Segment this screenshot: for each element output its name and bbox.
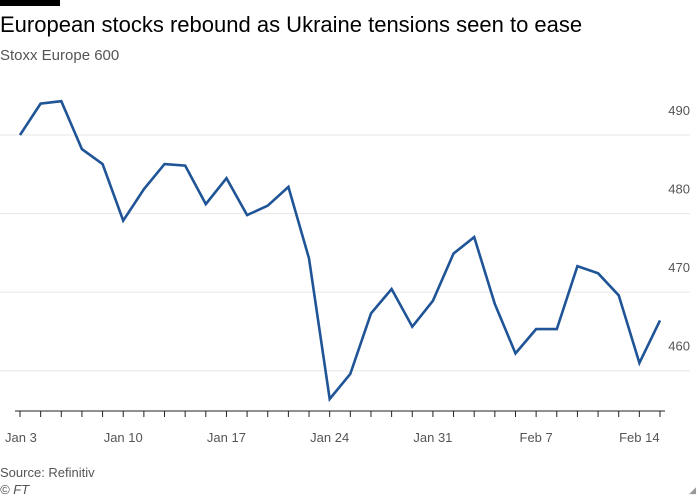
- corner-mark-icon: ◢: [689, 485, 696, 495]
- x-tick-label: Feb 7: [520, 430, 553, 445]
- x-tick-label: Jan 10: [104, 430, 143, 445]
- y-tick-label: 470: [668, 260, 690, 275]
- chart-subtitle: Stoxx Europe 600: [0, 47, 120, 64]
- x-tick-label: Jan 17: [207, 430, 246, 445]
- y-tick-labels: 460 470 480 490: [668, 103, 690, 354]
- credit-note: © FT: [0, 482, 30, 497]
- x-tick-label: Jan 31: [413, 430, 452, 445]
- x-tick-label: Feb 14: [619, 430, 659, 445]
- x-tick-labels: Jan 3 Jan 10 Jan 17 Jan 24 Jan 31 Feb 7 Feb 14: [5, 430, 660, 445]
- x-axis: [15, 410, 665, 417]
- brand-bar: [0, 0, 60, 6]
- x-tick-label: Jan 3: [5, 430, 37, 445]
- source-note: Source: Refinitiv: [0, 465, 95, 480]
- grid-lines: [0, 134, 690, 372]
- x-tick-label: Jan 24: [310, 430, 349, 445]
- y-tick-label: 460: [668, 339, 690, 354]
- chart-title: European stocks rebound as Ukraine tensi…: [0, 12, 583, 37]
- series-line-stoxx: [18, 99, 662, 403]
- y-tick-label: 480: [668, 182, 690, 197]
- series-line-layer: [18, 99, 662, 403]
- y-tick-label: 490: [668, 103, 690, 118]
